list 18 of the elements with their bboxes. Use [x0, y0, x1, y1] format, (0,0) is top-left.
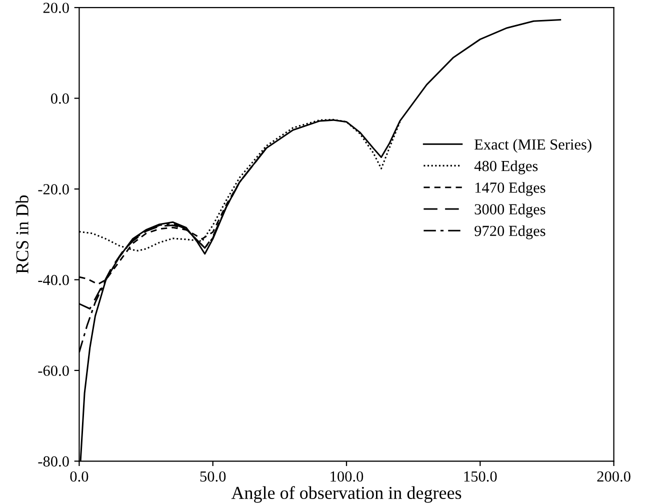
y-axis-title: RCS in Db: [16, 195, 28, 274]
legend-label: 3000 Edges: [474, 204, 546, 218]
legend-label: Exact (MIE Series): [474, 138, 592, 153]
legend-label: 1470 Edges: [475, 182, 546, 196]
legend-label: 480 Edges: [474, 160, 538, 174]
x-tick-label: 150.0: [464, 471, 497, 482]
y-tick-label: -20.0: [38, 184, 69, 195]
x-tick-label: 0.0: [70, 471, 88, 482]
x-tick-label: 50.0: [200, 471, 226, 482]
y-tick-label: -60.0: [38, 366, 69, 376]
y-tick-label: 20.0: [43, 2, 69, 14]
x-tick-label: 100.0: [330, 471, 364, 482]
y-tick-label: 0.0: [50, 93, 69, 104]
x-axis-title: Angle of observation in degrees: [231, 486, 462, 503]
legend-label: 9720 Edges: [474, 225, 546, 240]
y-tick-label: -80.0: [38, 456, 69, 467]
x-tick-label: 200.0: [597, 471, 630, 482]
y-tick-label: -40.0: [38, 274, 69, 286]
